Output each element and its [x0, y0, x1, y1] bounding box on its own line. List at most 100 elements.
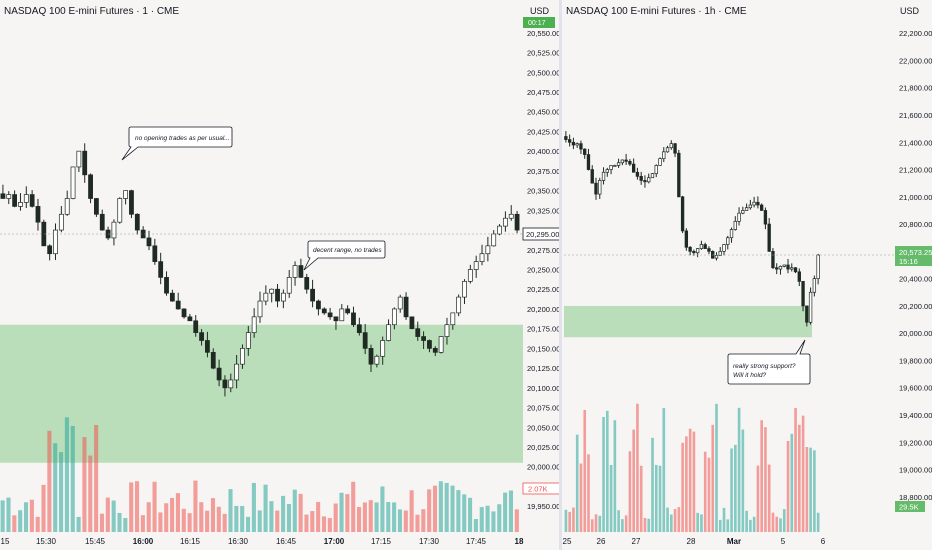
y-axis-tick-label: 19,000.00 — [899, 466, 932, 475]
y-axis-tick-label: 20,475.00 — [527, 88, 560, 97]
volume-bar — [187, 513, 192, 532]
volume-bar — [304, 514, 309, 532]
pane-divider[interactable] — [559, 0, 562, 550]
volume-bar — [53, 443, 58, 532]
candle-body — [662, 151, 666, 159]
volume-bar — [70, 425, 75, 532]
candle-body — [590, 169, 594, 184]
candle-body — [257, 300, 263, 318]
volume-bar — [357, 507, 362, 532]
candle-body — [76, 150, 82, 168]
volume-bar — [164, 503, 169, 532]
candle-body — [579, 143, 583, 150]
volume-bar — [444, 482, 449, 532]
top-price-tag — [523, 17, 555, 28]
volume-bar — [228, 489, 233, 532]
volume-bar — [397, 509, 402, 532]
right-chart-pane[interactable]: NASDAQ 100 E-mini Futures · 1h · CME USD… — [562, 0, 932, 550]
candle-body — [741, 210, 745, 214]
volume-bar — [681, 442, 684, 532]
volume-bar — [129, 482, 134, 532]
volume-bar — [715, 403, 718, 532]
volume-bar — [199, 502, 204, 532]
candle-body — [444, 324, 450, 337]
candle-body — [669, 143, 673, 149]
x-axis-tick-label: 15:45 — [85, 537, 106, 546]
x-axis-tick-label: Mar — [727, 537, 741, 546]
candle-body — [391, 308, 397, 326]
volume-bar — [654, 464, 658, 532]
volume-bar — [730, 448, 733, 532]
volume-bar — [572, 507, 575, 532]
x-axis-tick-label: 6 — [821, 537, 826, 546]
volume-bar — [170, 497, 175, 532]
left-chart-canvas[interactable]: 20,550.00 20,525.00 20,500.00 20,475.00 20,4… — [0, 0, 560, 550]
volume-bar — [88, 455, 93, 532]
volume-bar — [152, 481, 157, 532]
bar-countdown: 15:16 — [899, 257, 918, 266]
candle-body — [575, 143, 579, 146]
volume-bar — [76, 516, 81, 532]
candle-body — [816, 254, 820, 279]
x-axis-tick-label: 25 — [563, 537, 572, 546]
y-axis-tick-label: 20,000.00 — [899, 329, 932, 338]
candle-body — [386, 324, 391, 341]
right-chart-canvas[interactable]: 22,200.00 22,000.00 21,800.00 21,600.00 21,4… — [562, 0, 932, 550]
volume-bar — [205, 510, 210, 532]
candle-body — [491, 233, 497, 247]
y-axis-tick-label: 20,425.00 — [527, 127, 560, 136]
candle-body — [801, 281, 805, 307]
candle-body — [134, 213, 140, 231]
x-axis-tick-label: 16:00 — [133, 537, 154, 546]
y-axis-tick-label: 19,200.00 — [899, 438, 932, 447]
candle-body — [234, 363, 240, 381]
candle-body — [658, 158, 662, 166]
candle-body — [729, 229, 734, 239]
volume-bar — [298, 493, 303, 532]
left-chart-pane[interactable]: NASDAQ 100 E-mini Futures · 1 · CME USD … — [0, 0, 560, 550]
candle-body — [333, 316, 339, 322]
volume-bar — [685, 436, 688, 532]
candle-body — [99, 213, 105, 231]
volume-bar — [35, 516, 40, 532]
candle-body — [23, 194, 29, 203]
candle-body — [327, 312, 333, 318]
volume-bar — [216, 506, 221, 532]
left-currency-label: USD — [530, 6, 550, 16]
candle-body — [356, 324, 362, 333]
candle-body — [714, 255, 719, 259]
volume-bar — [6, 497, 11, 532]
volume-bar — [105, 497, 110, 532]
volume-bar — [94, 424, 99, 532]
y-axis-tick-label: 20,400.00 — [527, 147, 560, 156]
volume-bar — [286, 503, 291, 532]
candle-body — [158, 261, 164, 278]
volume-bar — [782, 509, 786, 532]
candle-body — [432, 348, 438, 353]
volume-bar — [647, 518, 651, 532]
volume-bar — [193, 480, 198, 532]
candle-body — [605, 169, 609, 173]
candle-body — [368, 348, 374, 365]
volume-bar — [636, 403, 639, 532]
candle-body — [286, 277, 292, 294]
volume-bar — [421, 509, 426, 532]
volume-bar — [257, 510, 262, 532]
volume-bar — [764, 427, 767, 532]
volume-bar — [479, 507, 484, 532]
candle-body — [680, 196, 685, 232]
candle-body — [228, 379, 234, 389]
x-axis-tick-label: 17:15 — [371, 537, 392, 546]
candle-body — [18, 202, 23, 207]
volume-bar — [503, 492, 508, 532]
x-axis-tick-label: 26 — [597, 537, 606, 546]
x-axis-tick-label: 17:00 — [324, 537, 345, 546]
candle-body — [199, 332, 204, 341]
volume-bar — [310, 511, 315, 532]
candle-body — [169, 292, 175, 302]
volume-bar — [617, 510, 620, 532]
candle-body — [47, 245, 53, 255]
support-zone — [564, 305, 812, 338]
volume-bar — [722, 507, 726, 532]
candle-body — [767, 223, 771, 252]
